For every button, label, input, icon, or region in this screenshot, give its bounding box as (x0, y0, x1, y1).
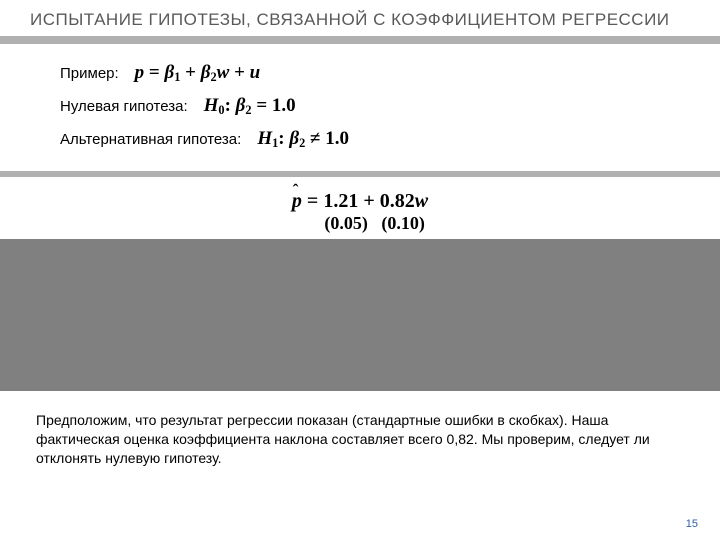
row-example: Пример: p = β1 + β2w + u (60, 62, 690, 85)
label-null: Нулевая гипотеза: (60, 98, 188, 115)
slide: ИСПЫТАНИЕ ГИПОТЕЗЫ, СВЯЗАННОЙ С КОЭФФИЦИ… (0, 0, 720, 540)
label-alt: Альтернативная гипотеза: (60, 131, 241, 148)
definitions-block: Пример: p = β1 + β2w + u Нулевая гипотез… (0, 44, 720, 171)
estimated-equation: ˆp = 1.21 + 0.82w p = (0.05) (0.10) (0, 177, 720, 239)
gray-spacer (0, 239, 720, 391)
alt-hypothesis: H1: β2 ≠ 1.0 (257, 128, 349, 151)
null-hypothesis: H0: β2 = 1.0 (204, 95, 296, 118)
page-number: 15 (686, 518, 698, 530)
body-paragraph: Предположим, что результат регрессии пок… (0, 391, 720, 468)
row-alt-hypothesis: Альтернативная гипотеза: H1: β2 ≠ 1.0 (60, 128, 690, 151)
model-equation: p = β1 + β2w + u (135, 62, 261, 85)
label-example: Пример: (60, 65, 119, 82)
eq-line-2: p = (0.05) (0.10) (0, 214, 720, 233)
eq-line-1: ˆp = 1.21 + 0.82w (0, 191, 720, 212)
p-hat: ˆp (292, 191, 302, 212)
row-null-hypothesis: Нулевая гипотеза: H0: β2 = 1.0 (60, 95, 690, 118)
slide-title: ИСПЫТАНИЕ ГИПОТЕЗЫ, СВЯЗАННОЙ С КОЭФФИЦИ… (0, 0, 720, 36)
divider-top (0, 36, 720, 44)
